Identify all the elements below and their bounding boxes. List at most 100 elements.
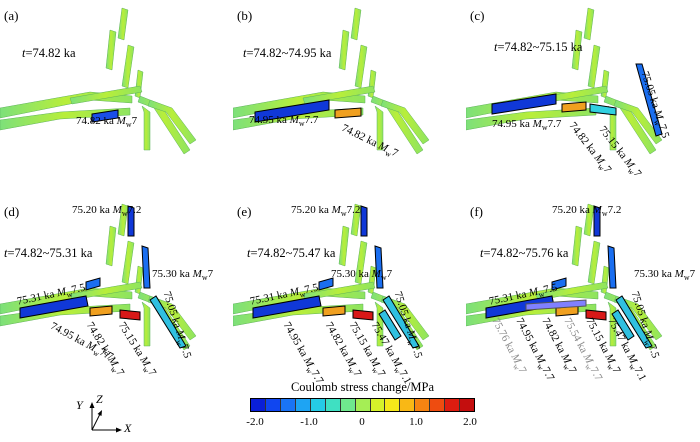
colorbar-tick: -2.0	[246, 416, 264, 428]
fault-strip	[571, 225, 583, 267]
fault-strip	[367, 69, 377, 99]
fault-strip	[69, 281, 143, 301]
fault-map	[466, 203, 663, 351]
colorbar: Coulomb stress change/MPa -2.0 -1.0 0 1.…	[246, 380, 477, 440]
rupture-segment	[561, 101, 587, 113]
rupture-segment	[615, 295, 653, 349]
fault-strip	[121, 44, 135, 89]
rupture-segment	[91, 109, 119, 123]
fault-strip	[350, 203, 362, 237]
rupture-segment	[352, 309, 374, 321]
fault-strip	[613, 99, 663, 145]
rupture-segment	[252, 295, 322, 319]
time-window: t=74.82~75.76 ka	[480, 246, 569, 260]
rupture-segment	[141, 245, 151, 289]
fault-strip	[105, 29, 117, 71]
panel-label: (c)	[470, 8, 485, 23]
earthquake-annotation: 75.30 ka Mw7	[634, 268, 696, 283]
rupture-segment	[360, 205, 368, 237]
colorbar-swatch	[310, 399, 326, 411]
rupture-segment	[127, 205, 135, 237]
fault-strip	[613, 295, 663, 341]
rupture-segment	[378, 309, 402, 341]
fault-strip	[121, 240, 135, 285]
fault-strip	[117, 203, 129, 237]
fault-strip	[147, 99, 197, 145]
earthquake-annotation: 75.30 ka Mw7	[152, 268, 214, 283]
fault-strip	[302, 281, 376, 301]
earthquake-annotation: 75.20 ka Mw7.2	[291, 204, 361, 219]
fault-strip	[535, 281, 609, 301]
fault-strip	[600, 265, 610, 295]
colorbar-swatch	[385, 399, 401, 411]
rupture-segment	[635, 63, 663, 137]
rupture-segment	[611, 309, 635, 341]
colorbar-scale	[250, 398, 475, 412]
rupture-segment	[525, 299, 587, 311]
time-window: t=74.82~75.31 ka	[4, 246, 93, 260]
panel-label: (a)	[4, 8, 19, 23]
colorbar-tick: 0	[359, 416, 365, 428]
earthquake-annotation: 75.30 ka Mw7	[331, 268, 393, 283]
fault-strip	[380, 99, 430, 145]
fault-strip	[302, 85, 376, 105]
fault-strip	[141, 301, 151, 347]
colorbar-swatch	[400, 399, 416, 411]
rupture-segment	[318, 277, 334, 291]
time-window: t=74.82~75.15 ka	[494, 40, 583, 54]
fault-strip	[583, 203, 595, 237]
earthquake-annotation: 75.20 ka Mw7.2	[72, 204, 142, 219]
fault-strip	[466, 107, 597, 131]
fault-strip	[134, 69, 144, 99]
colorbar-title: Coulomb stress change/MPa	[290, 380, 435, 394]
earthquake-annotation: 74.95 ka Mw7.7	[249, 114, 319, 129]
colorbar-swatch	[280, 399, 296, 411]
rupture-segment	[551, 277, 567, 291]
panel-e: (e) t=74.82~75.47 ka 75.20 ka Mw7.2 75.30 k…	[233, 196, 466, 396]
colorbar-swatch	[415, 399, 431, 411]
rupture-segment	[254, 99, 330, 123]
rupture-segment	[593, 205, 601, 237]
rupture-segment	[334, 107, 362, 119]
rupture-segment	[374, 245, 384, 289]
rupture-segment	[149, 295, 187, 349]
rupture-segment	[585, 309, 607, 321]
fault-strip	[583, 7, 595, 41]
earthquake-annotation: 74.95 ka Mw7.7	[492, 118, 562, 133]
fault-strip	[350, 7, 362, 41]
coordinate-axes: Y Z X	[70, 392, 140, 437]
rupture-segment	[491, 93, 557, 115]
rupture-segment	[119, 309, 141, 321]
rupture-segment	[322, 305, 346, 317]
panel-label: (f)	[470, 204, 483, 219]
fault-strip	[587, 44, 601, 89]
colorbar-swatch	[355, 399, 371, 411]
fault-strip	[147, 295, 197, 341]
colorbar-swatch	[251, 399, 266, 411]
time-window: t=74.82~74.95 ka	[243, 46, 332, 60]
axis-label-y: Y	[76, 398, 83, 412]
earthquake-annotation: 75.20 ka Mw7.2	[552, 204, 622, 219]
colorbar-swatch	[265, 399, 281, 411]
fault-strip	[380, 295, 430, 341]
fault-strip	[117, 7, 129, 41]
fault-strip	[354, 44, 368, 89]
rupture-segment	[19, 295, 89, 319]
panel-label: (e)	[237, 204, 252, 219]
fault-strip	[338, 29, 350, 71]
fault-map	[0, 203, 197, 351]
fault-strip	[105, 225, 117, 267]
rupture-segment	[589, 103, 617, 116]
fault-strip	[141, 105, 151, 151]
colorbar-swatch	[430, 399, 446, 411]
fault-map	[233, 203, 430, 351]
fault-map	[0, 7, 197, 155]
panel-f: (f) t=74.82~75.76 ka 75.20 ka Mw7.2 75.30 k…	[466, 196, 699, 396]
rupture-segment	[89, 305, 113, 317]
fault-strip	[374, 105, 384, 151]
rupture-segment	[85, 277, 101, 291]
fault-strip	[134, 265, 144, 295]
panel-c: (c) t=74.82~75.15 ka 74.95 ka Mw7.7 74.82 k…	[466, 0, 699, 200]
colorbar-swatch	[340, 399, 356, 411]
earthquake-annotation: 74.82 ka Mw7	[76, 115, 138, 130]
